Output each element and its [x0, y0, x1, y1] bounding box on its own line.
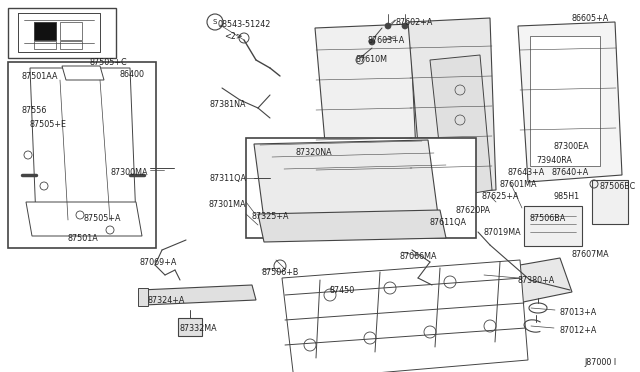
Bar [592, 180, 628, 224]
Circle shape [239, 33, 249, 43]
Text: 87556: 87556 [22, 106, 47, 115]
Bar [530, 36, 600, 166]
Text: 87505+C: 87505+C [90, 58, 127, 67]
Text: 87505+A: 87505+A [84, 214, 122, 223]
Text: 87332MA: 87332MA [180, 324, 218, 333]
Bar [524, 206, 582, 246]
Text: 08543-51242: 08543-51242 [218, 20, 271, 29]
Polygon shape [480, 258, 572, 308]
Text: 87301MA: 87301MA [209, 200, 246, 209]
Polygon shape [140, 285, 256, 305]
Text: 87380+A: 87380+A [518, 276, 556, 285]
Bar [34, 22, 56, 40]
Text: 87620PA: 87620PA [456, 206, 491, 215]
Text: 87324+A: 87324+A [148, 296, 186, 305]
Text: 87320NA: 87320NA [296, 148, 333, 157]
Polygon shape [254, 140, 440, 235]
Text: 87603+A: 87603+A [368, 36, 405, 45]
Text: 87013+A: 87013+A [560, 308, 597, 317]
Text: 87640+A: 87640+A [552, 168, 589, 177]
Text: 87501A: 87501A [68, 234, 99, 243]
Bar [178, 318, 202, 336]
Polygon shape [430, 55, 492, 198]
Text: 87069+A: 87069+A [140, 258, 177, 267]
Text: 87311QA: 87311QA [209, 174, 246, 183]
Text: 87602+A: 87602+A [396, 18, 433, 27]
Text: 87601MA: 87601MA [500, 180, 538, 189]
Text: 87012+A: 87012+A [560, 326, 597, 335]
Text: 86605+A: 86605+A [572, 14, 609, 23]
Text: 87450: 87450 [330, 286, 355, 295]
Text: 73940RA: 73940RA [536, 156, 572, 165]
Bar [138, 288, 148, 306]
Text: 87300EA: 87300EA [554, 142, 589, 151]
Text: 87506BA: 87506BA [530, 214, 566, 223]
Text: 985H1: 985H1 [554, 192, 580, 201]
Text: 87607MA: 87607MA [572, 250, 610, 259]
Text: 87325+A: 87325+A [252, 212, 289, 221]
Circle shape [385, 23, 391, 29]
Text: 87501AA: 87501AA [22, 72, 58, 81]
Circle shape [402, 23, 408, 29]
Polygon shape [26, 202, 142, 236]
Text: 87643+A: 87643+A [508, 168, 545, 177]
Bar [34, 41, 56, 49]
Polygon shape [62, 66, 104, 80]
Text: 86400: 86400 [120, 70, 145, 79]
Bar [8, 8, 116, 58]
Text: <2>: <2> [224, 32, 243, 41]
Polygon shape [282, 260, 528, 372]
Text: 87505+E: 87505+E [30, 120, 67, 129]
Bar [246, 138, 476, 238]
Circle shape [369, 39, 375, 45]
Text: 87300MA: 87300MA [111, 168, 148, 177]
Bar [8, 62, 156, 248]
Polygon shape [30, 68, 136, 220]
Bar [34, 22, 56, 40]
Polygon shape [315, 24, 418, 200]
Bar [60, 41, 82, 49]
Polygon shape [258, 210, 446, 242]
Polygon shape [518, 22, 622, 182]
Text: 87610M: 87610M [355, 55, 387, 64]
Text: 87066MA: 87066MA [400, 252, 438, 261]
Text: 87381NA: 87381NA [210, 100, 246, 109]
Text: 87506BC: 87506BC [600, 182, 636, 191]
Text: 87019MA: 87019MA [484, 228, 522, 237]
Bar [60, 22, 82, 40]
Text: 87506+B: 87506+B [262, 268, 300, 277]
Text: J87000 I: J87000 I [584, 358, 616, 367]
Text: 87625+A: 87625+A [482, 192, 520, 201]
Text: S: S [213, 19, 217, 25]
Polygon shape [408, 18, 496, 195]
Text: 87611QA: 87611QA [430, 218, 467, 227]
